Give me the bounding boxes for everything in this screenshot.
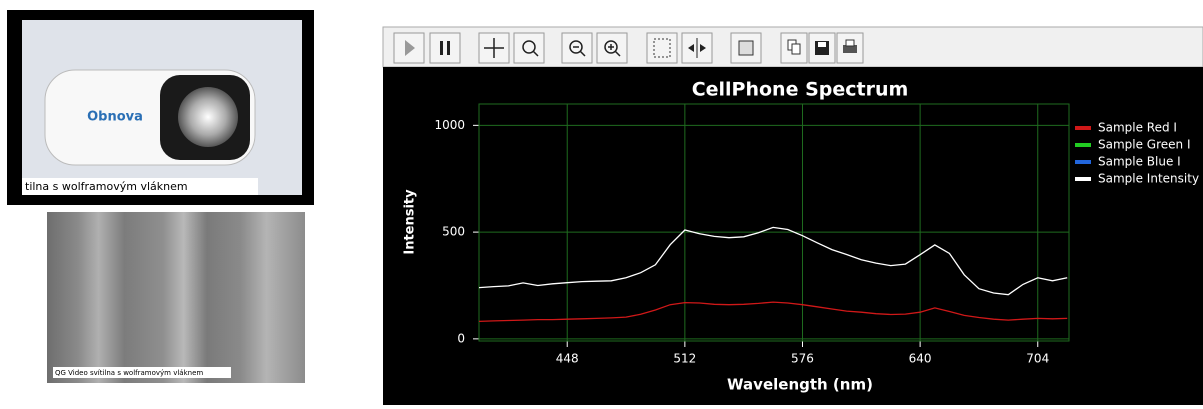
photo-caption: tilna s wolframovým vláknem [25,180,188,193]
toolbar [383,27,1203,67]
legend-swatch [1075,160,1091,164]
screen: Obnova tilna s wolframovým vláknem QG Vi… [0,0,1203,405]
photo-flashlight: Obnova tilna s wolframovým vláknem [7,10,314,205]
select-button[interactable] [647,33,677,63]
y-tick-label: 0 [457,331,465,345]
pause-button[interactable] [430,33,460,63]
legend-swatch [1075,177,1091,181]
x-tick-label: 448 [556,352,579,366]
page: {"photos": [{"caption": "tilna s wolfram… [0,0,1203,405]
legend-swatch [1075,143,1091,147]
pan-button[interactable] [479,33,509,63]
zoom-out-button[interactable] [562,33,592,63]
play-button[interactable] [394,33,424,63]
properties-button[interactable] [731,33,761,63]
print-button[interactable] [837,33,863,63]
x-tick-label: 640 [909,352,932,366]
photo-spectrum-video: QG Video svítilna s wolframovým vláknem [47,212,305,383]
copy-button[interactable] [781,33,807,63]
x-tick-label: 704 [1026,352,1049,366]
save-button[interactable] [809,33,835,63]
y-tick-label: 1000 [434,118,465,132]
x-axis-label: Wavelength (nm) [727,376,873,394]
legend-label: Sample Green I [1098,138,1191,152]
cursor-button[interactable] [682,33,712,63]
legend-swatch [1075,126,1091,130]
y-tick-label: 500 [442,225,465,239]
photo-caption: QG Video svítilna s wolframovým vláknem [55,369,203,377]
zoom-box-button[interactable] [514,33,544,63]
x-tick-label: 576 [791,352,814,366]
svg-text:Obnova: Obnova [87,110,143,125]
chart-title: CellPhone Spectrum [692,79,909,101]
legend-label: Sample Blue I [1098,155,1181,169]
y-axis-label: Intensity [403,189,418,255]
zoom-in-button[interactable] [597,33,627,63]
x-tick-label: 512 [673,352,696,366]
legend-label: Sample Intensity [1098,172,1199,186]
legend-label: Sample Red I [1098,121,1177,135]
